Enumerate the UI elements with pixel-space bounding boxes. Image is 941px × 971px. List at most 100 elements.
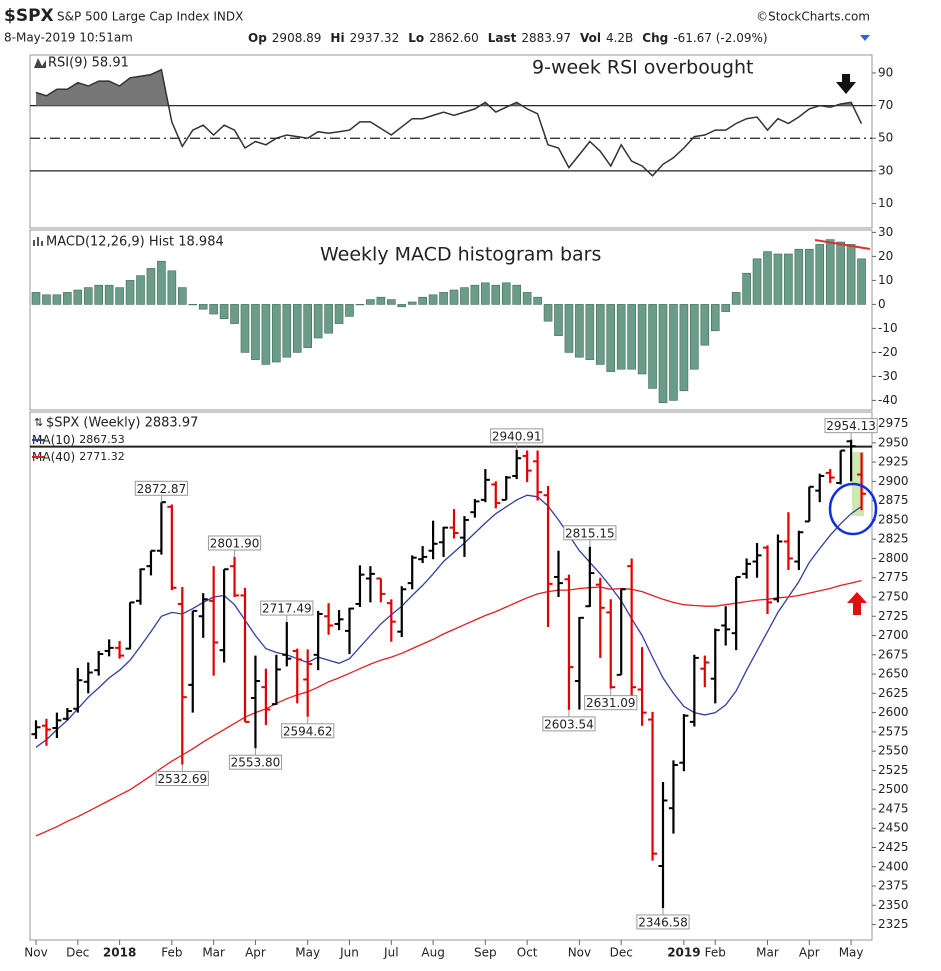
stat-label: Chg [642,31,668,45]
rsi-panel [29,54,873,229]
hist-bar [313,304,323,339]
y-tick-label: -10 [878,321,898,335]
hist-bar [543,304,553,322]
rsi-label: RSI(9) 58.91 [48,56,129,71]
hist-bar [115,287,124,305]
y-tick-label: 10 [878,273,893,287]
hist-bar [669,304,678,401]
hist-bar [439,292,448,305]
legend-entry: MA(10) 2867.53 [32,433,125,447]
legend-entry: MA(40) 2771.32 [32,450,125,464]
x-tick-label: Dec [66,946,89,960]
ma-line [35,579,862,837]
hist-bar [825,239,835,305]
hist-bar [763,251,772,305]
price-label: 2940.91 [492,429,542,443]
hist-bar [710,304,720,332]
x-tick-label: Dec [610,946,633,960]
hist-bar [376,296,386,305]
hist-bar [585,304,595,360]
y-tick-label: 2975 [878,416,909,430]
hist-bar [240,304,250,353]
hist-bar [198,304,208,310]
circle-highlight [828,482,878,536]
x-tick-label: Mar [756,946,779,960]
hist-bar [31,292,41,305]
legend-value: 2771.32 [79,450,125,463]
hist-bar [575,304,584,358]
stats: Op 2908.89 Hi 2937.32 Lo 2862.60 Last 2883.97 Vo… [248,31,768,45]
stat-value: 2862.60 [429,31,479,45]
hist-bar [303,304,313,348]
y-tick-label: 2450 [878,821,909,835]
label-box [490,428,544,444]
stat-label: Op [248,31,267,45]
hist-bar [251,304,260,360]
hist-bar [481,282,490,305]
stat-value: 2937.32 [350,31,400,45]
y-tick-label: 2675 [878,647,909,661]
hist-bar [648,304,657,389]
stat-value: 2883.97 [521,31,571,45]
y-tick-label: 2475 [878,801,909,815]
date: 8-May-2019 10:51am [4,31,133,45]
dropdown-icon [860,35,870,41]
hist-bar [261,304,271,365]
x-tick-label: Apr [245,946,266,960]
hist-bar [522,292,532,305]
stat-label: Hi [330,31,344,45]
y-tick-label: 2625 [878,686,909,700]
x-tick-label: Feb [705,946,726,960]
y-tick-label: 2900 [878,474,909,488]
down-arrow [836,74,856,94]
hist-bar [366,299,375,305]
rsi-icon [34,58,46,68]
hist-bar [721,304,731,312]
hist-bar [219,304,229,320]
x-tick-label: May [295,946,320,960]
price-label: $SPX (Weekly) 2883.97 [46,416,198,431]
x-tick-label: Jul [383,946,398,960]
hist-bar [773,253,783,305]
overbought-fill [36,69,862,106]
y-tick-label: 50 [878,131,893,145]
y-tick-label: 20 [878,249,893,263]
label-box [542,716,596,732]
x-tick-label: Nov [24,946,47,960]
symbol: $SPX [4,6,54,26]
price-label: 2717.49 [262,602,312,616]
x-tick-label: Apr [799,946,820,960]
ma-line [35,494,862,748]
y-tick-label: 2425 [878,840,909,854]
y-tick-label: 2825 [878,532,909,546]
macd-annotation: Weekly MACD histogram bars [320,244,601,266]
legend-name: MA(10) [32,433,75,447]
x-tick-label: Feb [161,946,182,960]
hist-bar [428,294,438,305]
hist-bar [815,244,825,305]
y-tick-label: 2550 [878,744,909,758]
y-tick-label: 2400 [878,859,909,873]
hist-bar [282,304,292,358]
macd-label: MACD(12,26,9) Hist 18.984 [46,235,224,250]
hist-bar [292,304,302,353]
hist-bar [146,268,156,305]
hist-bar [83,287,93,305]
plot: 10 30 50 70 90 -40 -30 -20 -10 0 10 20 30 2325 2350 237… [24,65,908,959]
hist-bar [616,304,626,370]
hist-bar [418,296,427,305]
hist-bar [94,284,103,305]
hist-bar [386,299,396,305]
hist-bar [460,287,469,305]
hist-bar [554,304,563,336]
hist-bar [731,292,741,305]
hist-bar [690,304,699,370]
hist-bar [637,304,647,375]
y-tick-label: 10 [878,196,893,210]
hist-bar [188,304,198,306]
price-label: 2815.15 [565,526,615,540]
up-arrow [847,592,867,615]
hist-bar [491,284,501,305]
y-tick-label: 2700 [878,628,909,642]
